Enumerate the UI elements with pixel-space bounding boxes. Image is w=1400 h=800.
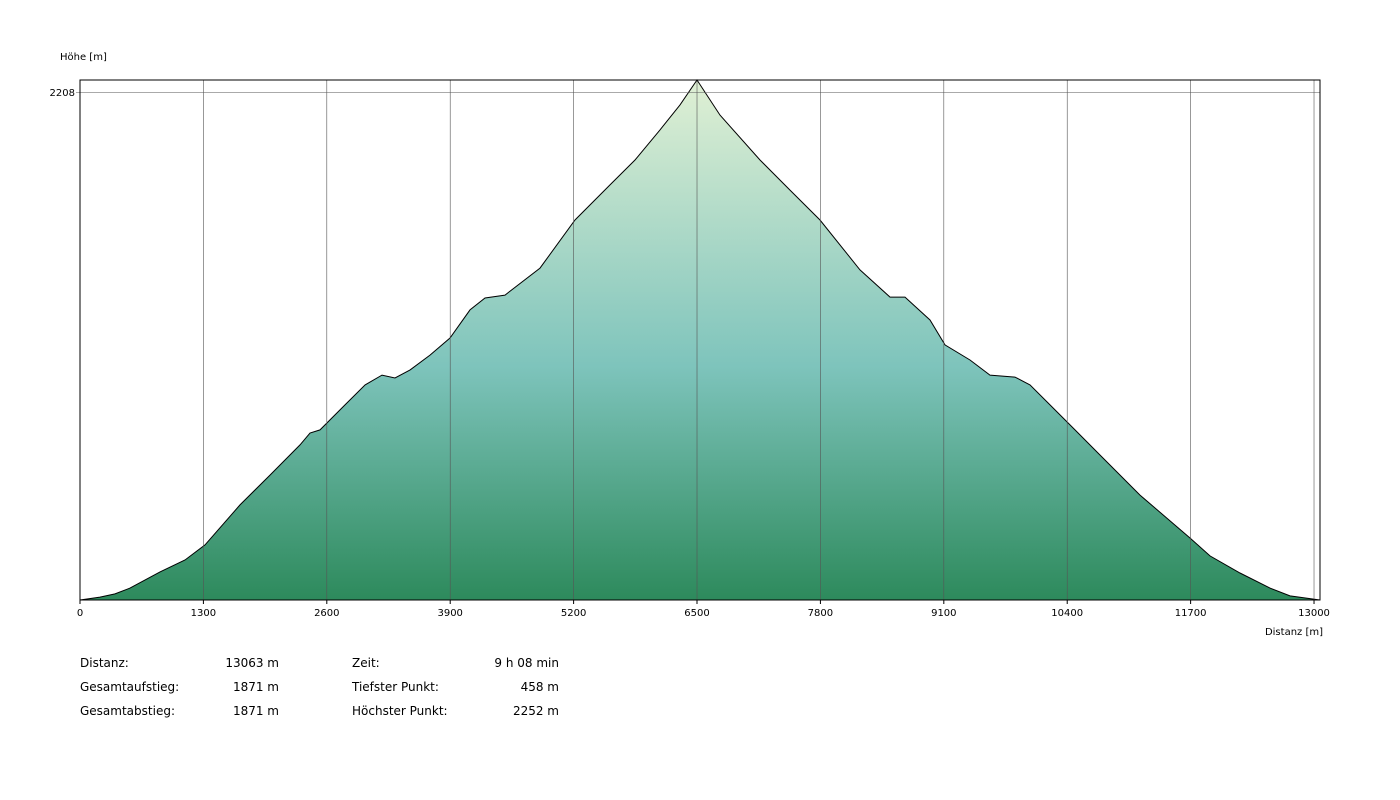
x-tick-label: 5200	[561, 608, 586, 619]
stat-value: 1871 m	[232, 704, 279, 718]
stat-value: 13063 m	[225, 656, 279, 670]
stat-label: Zeit:	[352, 656, 380, 670]
stat-label: Gesamtabstieg:	[80, 704, 175, 718]
x-tick-label: 9100	[931, 608, 956, 619]
stat-label: Gesamtaufstieg:	[80, 680, 180, 694]
stat-label: Distanz:	[80, 656, 129, 670]
chart: Höhe [m] Distanz [m] 0 1300 2600 3900 5200 65…	[50, 52, 1330, 638]
stat-value: 9 h 08 min	[494, 656, 559, 670]
x-tick-label: 6500	[684, 608, 709, 619]
stat-value: 2252 m	[512, 704, 559, 718]
y-tick-label: 2208	[50, 88, 75, 99]
x-tick-label: 7800	[808, 608, 833, 619]
x-tick-label: 1300	[191, 608, 216, 619]
x-tick-label: 11700	[1175, 608, 1207, 619]
x-axis-label: Distanz [m]	[1265, 627, 1323, 638]
stat-label: Höchster Punkt:	[352, 704, 448, 718]
plot-frame	[79, 79, 1321, 601]
x-tick-label: 0	[77, 608, 83, 619]
area	[80, 80, 1320, 600]
x-tick-label: 3900	[437, 608, 462, 619]
x-tick-label: 10400	[1051, 608, 1083, 619]
stat-value: 458 m	[520, 680, 559, 694]
x-tick-label: 13000	[1298, 608, 1330, 619]
stat-label: Tiefster Punkt:	[352, 680, 439, 694]
x-tick-label: 2600	[314, 608, 339, 619]
profile-line	[79, 79, 1321, 601]
y-axis-label: Höhe [m]	[60, 52, 107, 63]
stat-value: 1871 m	[232, 680, 279, 694]
